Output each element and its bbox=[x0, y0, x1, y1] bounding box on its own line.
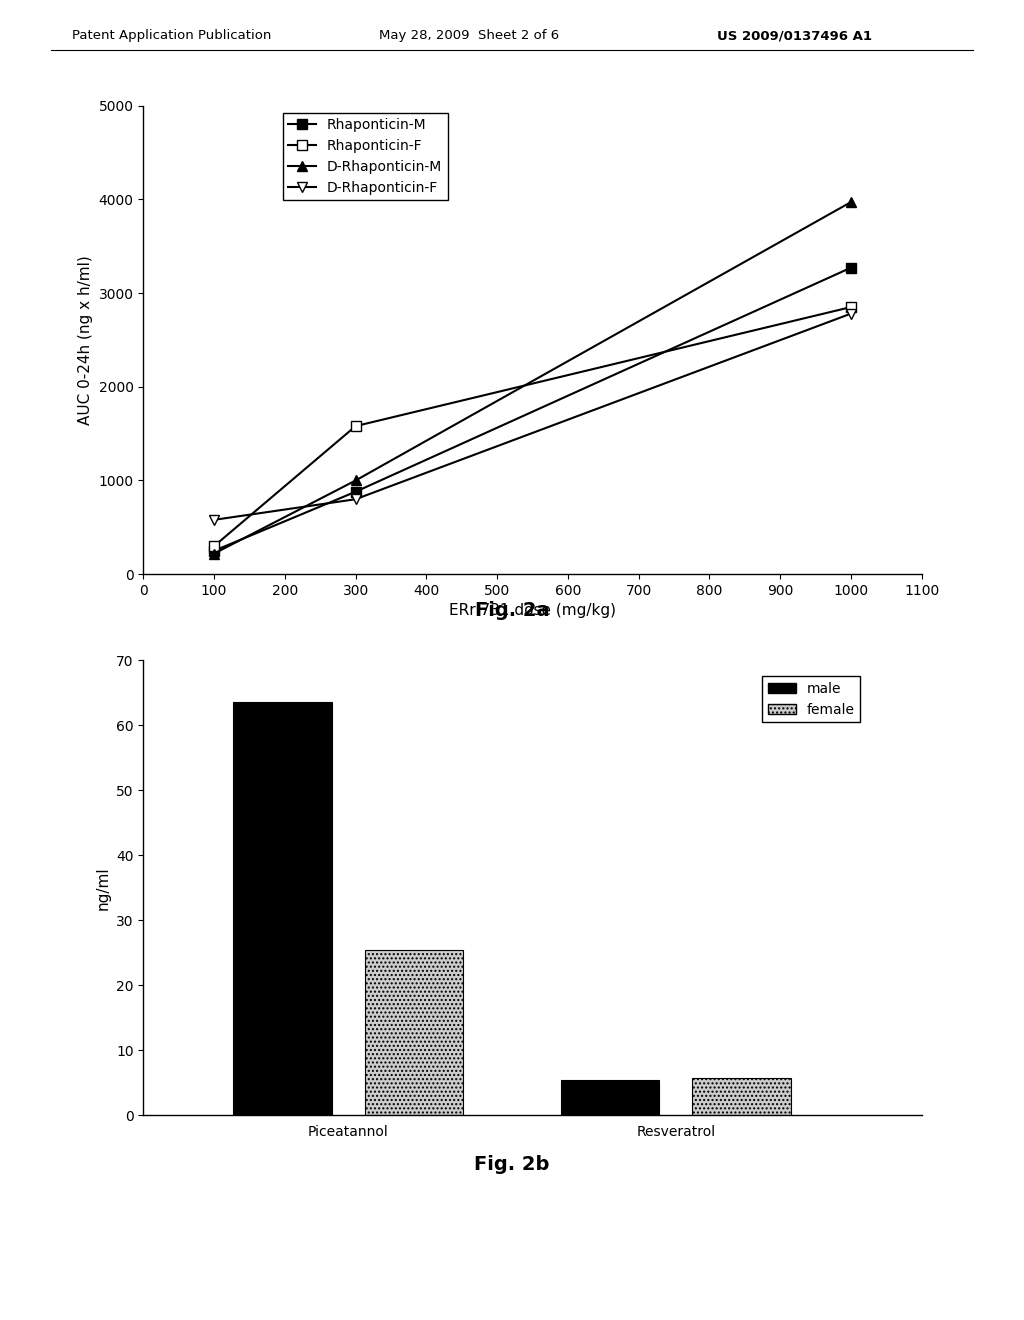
Legend: male, female: male, female bbox=[762, 676, 860, 722]
Bar bbox=[692, 1077, 791, 1115]
Y-axis label: AUC 0-24h (ng x h/ml): AUC 0-24h (ng x h/ml) bbox=[78, 255, 93, 425]
D-Rhaponticin-F bbox=[349, 491, 361, 507]
Bar bbox=[561, 1080, 659, 1115]
Rhaponticin-M bbox=[208, 543, 220, 558]
D-Rhaponticin-F bbox=[208, 512, 220, 528]
Text: Fig. 2a: Fig. 2a bbox=[475, 601, 549, 619]
Line: Rhaponticin-F: Rhaponticin-F bbox=[209, 302, 856, 550]
Text: May 28, 2009  Sheet 2 of 6: May 28, 2009 Sheet 2 of 6 bbox=[379, 29, 559, 42]
Legend: Rhaponticin-M, Rhaponticin-F, D-Rhaponticin-M, D-Rhaponticin-F: Rhaponticin-M, Rhaponticin-F, D-Rhaponti… bbox=[283, 112, 447, 201]
D-Rhaponticin-M bbox=[845, 194, 857, 210]
Rhaponticin-M bbox=[349, 484, 361, 500]
X-axis label: ERr 731 dose (mg/kg): ERr 731 dose (mg/kg) bbox=[449, 603, 616, 619]
Line: D-Rhaponticin-M: D-Rhaponticin-M bbox=[209, 197, 856, 558]
Line: D-Rhaponticin-F: D-Rhaponticin-F bbox=[209, 309, 856, 525]
Text: Fig. 2b: Fig. 2b bbox=[474, 1155, 550, 1173]
Rhaponticin-F bbox=[208, 539, 220, 554]
Text: US 2009/0137496 A1: US 2009/0137496 A1 bbox=[717, 29, 871, 42]
Rhaponticin-F bbox=[845, 300, 857, 315]
Rhaponticin-F bbox=[349, 418, 361, 434]
Text: Patent Application Publication: Patent Application Publication bbox=[72, 29, 271, 42]
D-Rhaponticin-M bbox=[349, 473, 361, 488]
D-Rhaponticin-M bbox=[208, 545, 220, 561]
Bar bbox=[365, 949, 463, 1115]
Bar bbox=[233, 702, 332, 1115]
Line: Rhaponticin-M: Rhaponticin-M bbox=[209, 263, 856, 556]
D-Rhaponticin-F bbox=[845, 306, 857, 322]
Y-axis label: ng/ml: ng/ml bbox=[95, 866, 111, 909]
Rhaponticin-M bbox=[845, 260, 857, 276]
